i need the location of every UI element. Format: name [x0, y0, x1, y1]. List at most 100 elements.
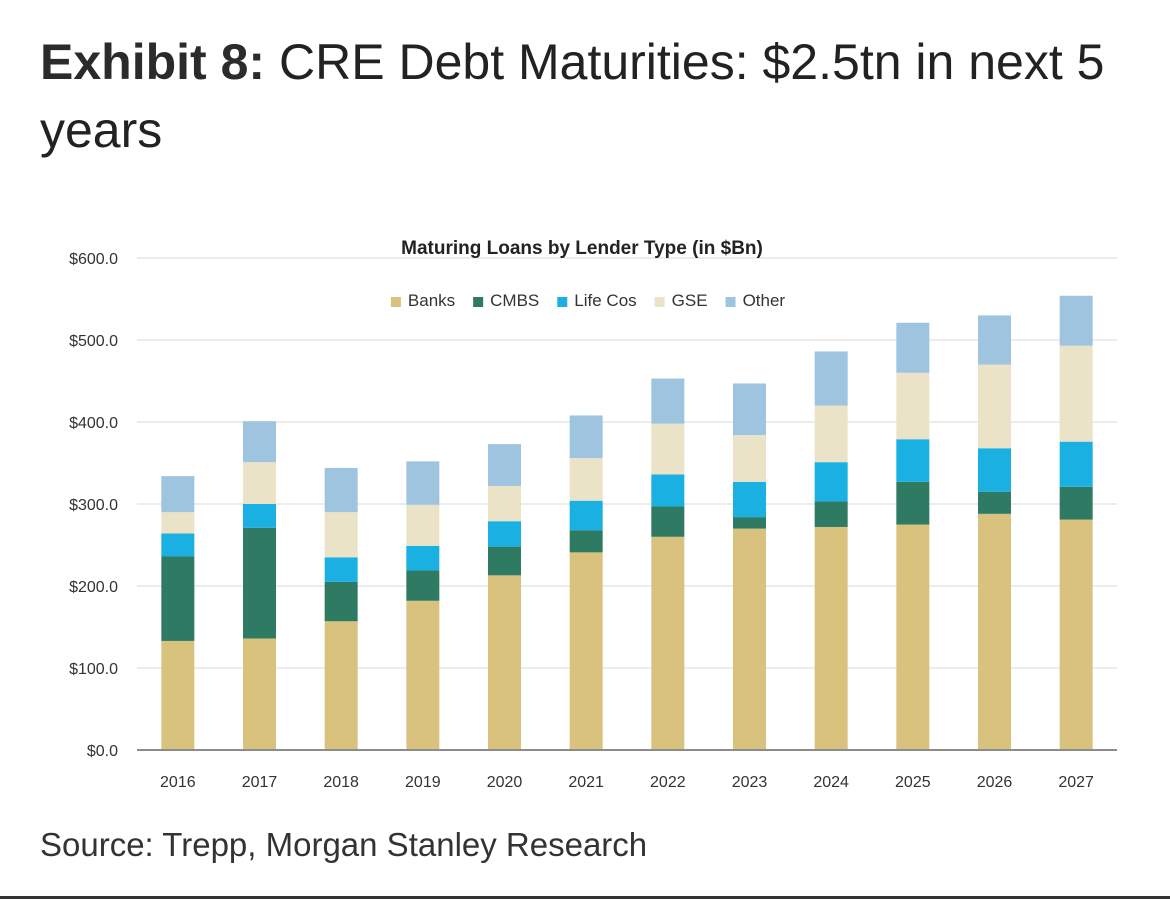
bar-segment-gse — [161, 512, 195, 534]
bar-segment-gse — [896, 372, 930, 440]
x-tick-label: 2026 — [977, 774, 1013, 791]
bar-segment-life-cos — [978, 448, 1011, 492]
bar-segment-banks — [324, 621, 358, 750]
y-tick-label: $400.0 — [69, 415, 118, 432]
bar-segment-banks — [569, 552, 603, 750]
bar-segment-banks — [651, 536, 685, 750]
legend-item: Banks — [390, 291, 455, 310]
bar-segment-other — [324, 467, 358, 513]
bar-segment-banks — [978, 513, 1011, 750]
grid-lines — [137, 257, 1117, 669]
bar-segment-cmbs — [488, 546, 521, 576]
bar-segment-cmbs — [651, 506, 685, 537]
bar-segment-other — [978, 315, 1011, 365]
bar-segment-other — [814, 351, 848, 406]
y-tick-label: $500.0 — [69, 333, 118, 350]
source-note: Source: Trepp, Morgan Stanley Research — [40, 826, 648, 863]
bar-segment-other — [896, 322, 930, 373]
x-tick-label: 2027 — [1058, 774, 1094, 791]
bar-segment-cmbs — [243, 527, 276, 639]
legend-swatch — [725, 297, 736, 307]
bar-segment-life-cos — [243, 504, 276, 528]
bar-segment-other — [406, 461, 440, 505]
bar-segment-other — [569, 415, 603, 459]
bar-segment-banks — [733, 528, 766, 750]
exhibit-title: CRE Debt Maturities: $2.5tn in next 5 ye… — [40, 34, 1105, 158]
bar-segment-other — [1059, 295, 1093, 346]
exhibit-label: Exhibit 8: — [40, 34, 266, 90]
legend-swatch — [473, 297, 484, 307]
legend-label: Other — [743, 291, 786, 310]
bar-segment-gse — [978, 364, 1011, 449]
bar-segment-cmbs — [1059, 486, 1093, 520]
x-tick-label: 2022 — [650, 774, 686, 791]
legend-item: Other — [725, 291, 786, 310]
x-tick-label: 2019 — [405, 774, 441, 791]
bar-segment-banks — [243, 638, 276, 750]
legend-swatch — [390, 297, 401, 307]
y-tick-label: $300.0 — [69, 497, 118, 514]
bar-segment-other — [651, 378, 685, 424]
bar-segment-gse — [324, 512, 358, 558]
bar-segment-banks — [896, 524, 930, 750]
axes: $0.0 $100.0 $200.0 $300.0 $400.0 $500.0 $600.0… — [69, 251, 1117, 791]
x-tick-label: 2025 — [895, 774, 931, 791]
legend-swatch — [557, 297, 568, 307]
bar-segment-cmbs — [814, 501, 848, 527]
bar-segment-life-cos — [488, 521, 521, 547]
x-tick-label: 2021 — [568, 774, 604, 791]
y-tick-label: $200.0 — [69, 579, 118, 596]
legend-swatch — [654, 297, 665, 307]
x-tick-label: 2024 — [813, 774, 849, 791]
legend-label: Banks — [408, 291, 455, 310]
bar-segment-life-cos — [733, 481, 766, 518]
bar-segment-life-cos — [324, 557, 358, 582]
bar-segment-life-cos — [406, 545, 440, 571]
legend-label: CMBS — [490, 291, 539, 310]
bar-segment-gse — [651, 423, 685, 475]
y-tick-label: $100.0 — [69, 661, 118, 678]
exhibit-heading: Exhibit 8: CRE Debt Maturities: $2.5tn in… — [40, 28, 1130, 164]
bar-segment-banks — [814, 526, 848, 750]
bar-segment-banks — [406, 600, 440, 750]
bar-segment-life-cos — [814, 462, 848, 502]
x-tick-label: 2017 — [242, 774, 278, 791]
bar-segment-cmbs — [733, 517, 766, 529]
bar-segment-gse — [243, 462, 276, 504]
bar-segment-gse — [569, 458, 603, 501]
bar-segment-life-cos — [651, 474, 685, 507]
bar-segment-life-cos — [896, 439, 930, 482]
bar-segment-cmbs — [406, 570, 440, 601]
legend-item: GSE — [654, 291, 708, 310]
bar-segment-life-cos — [161, 533, 195, 557]
legend-label: Life Cos — [574, 291, 636, 310]
legend: Banks CMBS Life Cos GSE Other — [390, 291, 786, 310]
bar-segment-life-cos — [569, 500, 603, 531]
legend-label: GSE — [672, 291, 708, 310]
bar-segment-gse — [488, 485, 521, 522]
bar-segment-banks — [1059, 519, 1093, 750]
x-tick-label: 2020 — [487, 774, 523, 791]
bar-segment-other — [488, 444, 521, 486]
bar-segment-banks — [488, 575, 521, 750]
bar-segment-gse — [406, 504, 440, 546]
bar-segment-gse — [1059, 345, 1093, 442]
bar-segment-cmbs — [569, 530, 603, 553]
bars — [161, 295, 1093, 750]
legend-item: CMBS — [473, 291, 539, 310]
x-tick-label: 2016 — [160, 774, 196, 791]
bar-segment-cmbs — [978, 491, 1011, 514]
x-tick-label: 2018 — [323, 774, 359, 791]
bar-segment-cmbs — [896, 481, 930, 525]
bar-segment-life-cos — [1059, 441, 1093, 487]
y-tick-label: $0.0 — [87, 743, 118, 760]
stacked-bar-chart: $0.0 $100.0 $200.0 $300.0 $400.0 $500.0 $600.0… — [69, 238, 1117, 791]
bar-segment-other — [733, 383, 766, 436]
chart-title: Maturing Loans by Lender Type (in $Bn) — [401, 238, 763, 259]
legend-item: Life Cos — [557, 291, 637, 310]
bar-segment-cmbs — [324, 581, 358, 622]
bar-segment-other — [243, 421, 276, 463]
bar-segment-gse — [814, 405, 848, 463]
x-tick-label: 2023 — [732, 774, 768, 791]
